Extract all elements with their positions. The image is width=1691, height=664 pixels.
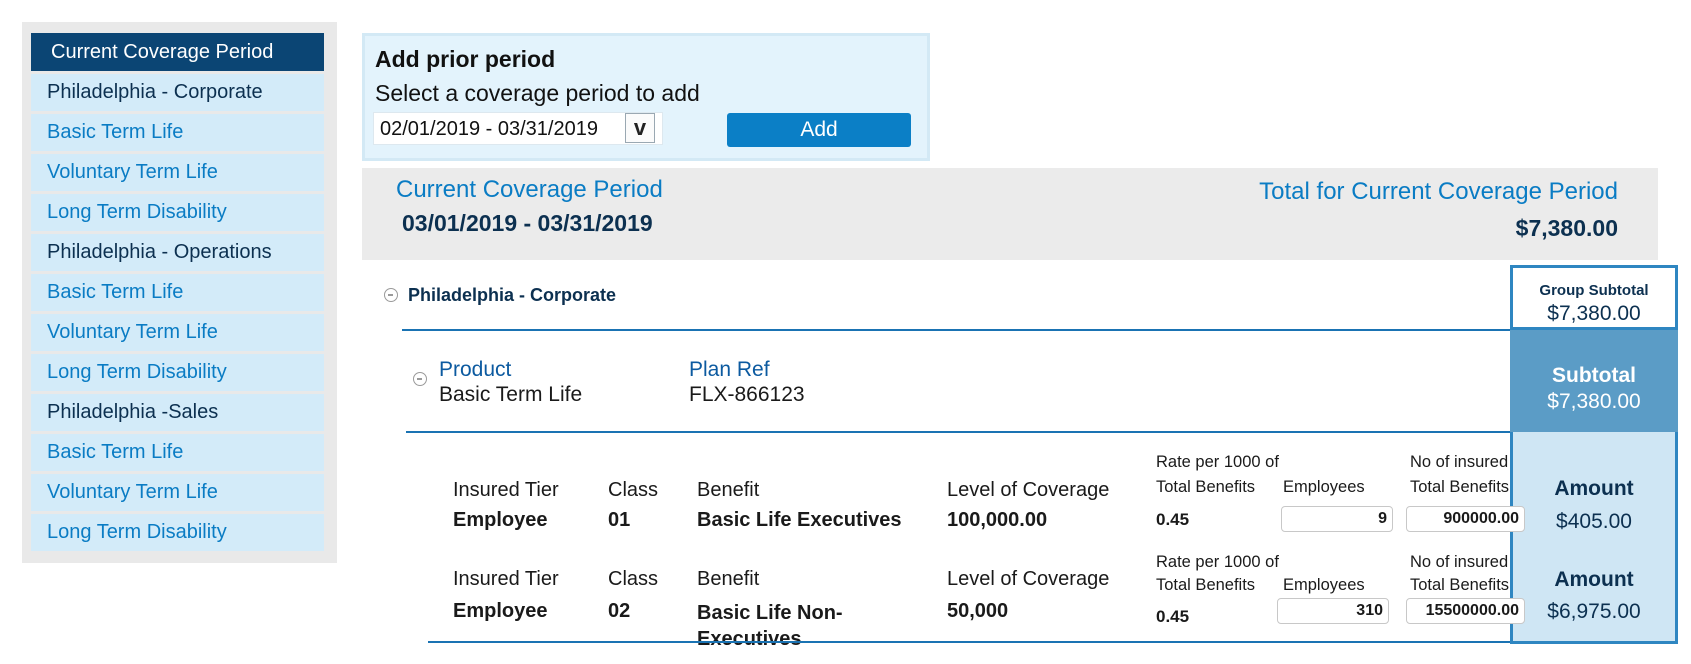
current-period-label: Current Coverage Period <box>396 176 663 203</box>
amount-label: Amount <box>1554 568 1634 591</box>
amount-value: $405.00 <box>1556 510 1632 533</box>
product-value: Basic Term Life <box>439 383 583 406</box>
total-current-period-value: $7,380.00 <box>1515 215 1618 241</box>
class-label: Class <box>608 479 659 501</box>
sidebar-item-long-term-disability[interactable]: Long Term Disability <box>31 354 324 391</box>
amount-column <box>1510 432 1678 644</box>
product-label: Product <box>439 358 512 381</box>
divider <box>402 329 1510 331</box>
sidebar-item-voluntary-term-life[interactable]: Voluntary Term Life <box>31 474 324 511</box>
class-value: 02 <box>608 600 631 622</box>
employees-label: Employees <box>1283 478 1365 496</box>
level-of-coverage-label: Level of Coverage <box>947 479 1110 501</box>
group-subtotal-value: $7,380.00 <box>1547 302 1641 325</box>
sidebar-item-long-term-disability[interactable]: Long Term Disability <box>31 514 324 551</box>
rate-label-total-benefits: Total Benefits <box>1156 478 1256 496</box>
plan-ref-value: FLX-866123 <box>689 383 805 406</box>
current-period-dates: 03/01/2019 - 03/31/2019 <box>402 210 653 236</box>
plan-ref-label: Plan Ref <box>689 358 770 381</box>
benefit-label: Benefit <box>697 568 760 590</box>
collapse-minus-icon[interactable] <box>413 372 427 386</box>
amount-label: Amount <box>1554 477 1634 500</box>
add-prior-period-instructions: Select a coverage period to add <box>375 80 700 106</box>
sidebar-item-basic-term-life[interactable]: Basic Term Life <box>31 434 324 471</box>
dropdown-arrow-icon[interactable]: v <box>625 113 655 143</box>
benefit-label: Benefit <box>697 479 760 501</box>
total-current-period-label: Total for Current Coverage Period <box>1259 178 1618 205</box>
level-of-coverage-value: 100,000.00 <box>947 509 1048 531</box>
employees-input[interactable]: 9 <box>1281 506 1393 532</box>
benefit-value: Basic Life Executives <box>697 509 902 531</box>
divider <box>428 641 1510 643</box>
coverage-period-select[interactable] <box>373 112 663 145</box>
insured-tier-label: Insured Tier <box>453 479 559 501</box>
rate-value: 0.45 <box>1156 607 1190 626</box>
rate-value: 0.45 <box>1156 510 1190 529</box>
sidebar-nav: Current Coverage Period Philadelphia - C… <box>31 33 324 551</box>
insured-label: No of insured <box>1410 553 1509 571</box>
level-of-coverage-value: 50,000 <box>947 600 1009 622</box>
employees-input[interactable]: 310 <box>1277 598 1389 624</box>
insured-tier-value: Employee <box>453 600 548 622</box>
total-benefits-input[interactable]: 900000.00 <box>1406 506 1525 532</box>
sidebar-item-voluntary-term-life[interactable]: Voluntary Term Life <box>31 154 324 191</box>
insured-label-total-benefits: Total Benefits <box>1410 478 1510 496</box>
rate-label: Rate per 1000 of <box>1156 553 1279 571</box>
insured-tier-label: Insured Tier <box>453 568 559 590</box>
sidebar-item-basic-term-life[interactable]: Basic Term Life <box>31 274 324 311</box>
amount-value: $6,975.00 <box>1547 600 1641 623</box>
product-subtotal-label: Subtotal <box>1552 364 1636 387</box>
group-name: Philadelphia - Corporate <box>408 285 617 305</box>
divider <box>406 431 1510 433</box>
add-period-button[interactable]: Add <box>727 113 911 147</box>
insured-tier-value: Employee <box>453 509 548 531</box>
sidebar-item-philadelphia-corporate[interactable]: Philadelphia - Corporate <box>31 74 324 111</box>
employees-label: Employees <box>1283 576 1365 594</box>
coverage-period-select-value[interactable]: 02/01/2019 - 03/31/2019 <box>380 118 598 140</box>
rate-label: Rate per 1000 of <box>1156 453 1279 471</box>
product-subtotal-box <box>1510 330 1678 432</box>
sidebar-item-philadelphia-operations[interactable]: Philadelphia - Operations <box>31 234 324 271</box>
sidebar-header[interactable]: Current Coverage Period <box>31 33 324 71</box>
add-prior-period-title: Add prior period <box>375 46 556 72</box>
sidebar-item-philadelphia-sales[interactable]: Philadelphia -Sales <box>31 394 324 431</box>
level-of-coverage-label: Level of Coverage <box>947 568 1110 590</box>
sidebar-item-voluntary-term-life[interactable]: Voluntary Term Life <box>31 314 324 351</box>
group-subtotal-box <box>1510 265 1678 330</box>
insured-label: No of insured <box>1410 453 1509 471</box>
collapse-minus-icon[interactable] <box>384 288 398 302</box>
class-label: Class <box>608 568 659 590</box>
insured-label-total-benefits: Total Benefits <box>1410 576 1510 594</box>
product-subtotal-value: $7,380.00 <box>1547 390 1641 413</box>
group-subtotal-label: Group Subtotal <box>1539 282 1649 299</box>
sidebar-item-long-term-disability[interactable]: Long Term Disability <box>31 194 324 231</box>
benefit-value: Basic Life Non- Executives <box>697 602 843 650</box>
total-benefits-input[interactable]: 15500000.00 <box>1406 598 1525 624</box>
class-value: 01 <box>608 509 631 531</box>
current-period-banner <box>362 168 1658 260</box>
sidebar-item-basic-term-life[interactable]: Basic Term Life <box>31 114 324 151</box>
rate-label-total-benefits: Total Benefits <box>1156 576 1256 594</box>
